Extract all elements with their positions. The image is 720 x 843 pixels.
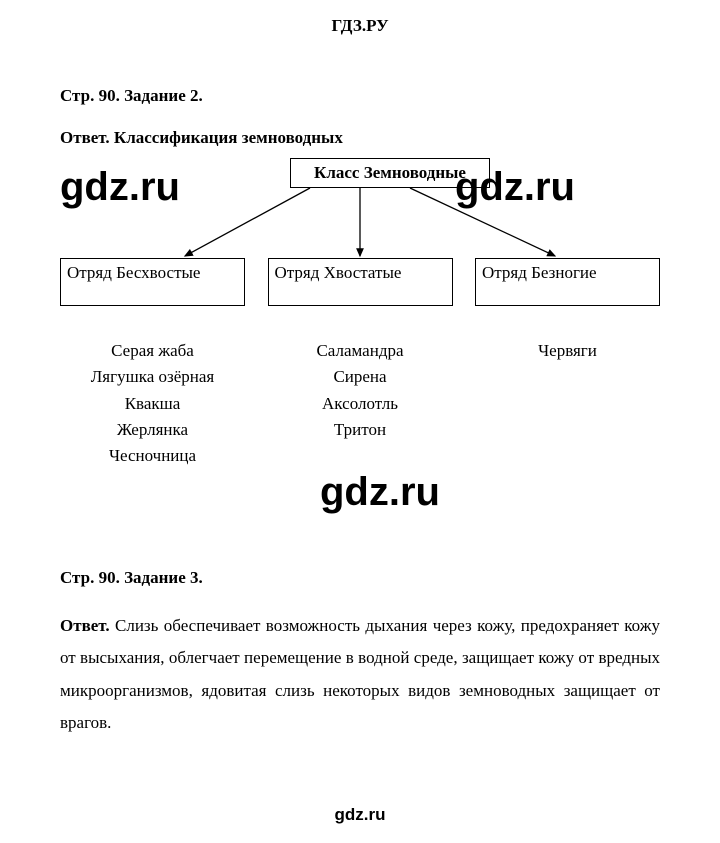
example-item: Аксолотль xyxy=(268,391,453,417)
task-1: Стр. 90. Задание 2. Ответ. Классификация… xyxy=(60,86,660,498)
task2-text: Слизь обеспечивает возможность дыхания ч… xyxy=(60,616,660,732)
example-item: Саламандра xyxy=(268,338,453,364)
task1-answer-line: Ответ. Классификация земноводных xyxy=(60,128,660,148)
example-item: Лягушка озёрная xyxy=(60,364,245,390)
page-content: Стр. 90. Задание 2. Ответ. Классификация… xyxy=(0,36,720,739)
diagram-examples-col: Червяги xyxy=(475,338,660,470)
diagram-child-box: Отряд Бесхвостые xyxy=(60,258,245,306)
task1-answer-label: Ответ. xyxy=(60,128,110,147)
diagram-root-box: Класс Земноводные xyxy=(290,158,490,188)
footer-watermark: gdz.ru xyxy=(0,805,720,825)
site-header: ГДЗ.РУ xyxy=(0,0,720,36)
diagram-arrows xyxy=(60,186,660,261)
diagram-children-row: Отряд Бесхвостые Отряд Хвостатые Отряд Б… xyxy=(60,258,660,306)
example-item: Квакша xyxy=(60,391,245,417)
diagram-child-box: Отряд Безногие xyxy=(475,258,660,306)
example-item: Чесночница xyxy=(60,443,245,469)
task1-answer-title: Классификация земноводных xyxy=(114,128,343,147)
diagram-child-box: Отряд Хвостатые xyxy=(268,258,453,306)
example-item: Серая жаба xyxy=(60,338,245,364)
classification-diagram: Класс Земноводные Отряд Бесхвостые Отряд… xyxy=(60,158,660,498)
example-item: Жерлянка xyxy=(60,417,245,443)
example-item: Сирена xyxy=(268,364,453,390)
example-item: Тритон xyxy=(268,417,453,443)
task2-paragraph: Ответ. Слизь обеспечивает возможность ды… xyxy=(60,610,660,739)
diagram-examples-col: Серая жаба Лягушка озёрная Квакша Жерлян… xyxy=(60,338,245,470)
task2-title: Стр. 90. Задание 3. xyxy=(60,568,660,588)
example-item: Червяги xyxy=(475,338,660,364)
task1-title: Стр. 90. Задание 2. xyxy=(60,86,660,106)
diagram-examples-row: Серая жаба Лягушка озёрная Квакша Жерлян… xyxy=(60,338,660,470)
task-2: Стр. 90. Задание 3. Ответ. Слизь обеспеч… xyxy=(60,568,660,739)
diagram-examples-col: Саламандра Сирена Аксолотль Тритон xyxy=(268,338,453,470)
task2-answer-label: Ответ. xyxy=(60,616,110,635)
